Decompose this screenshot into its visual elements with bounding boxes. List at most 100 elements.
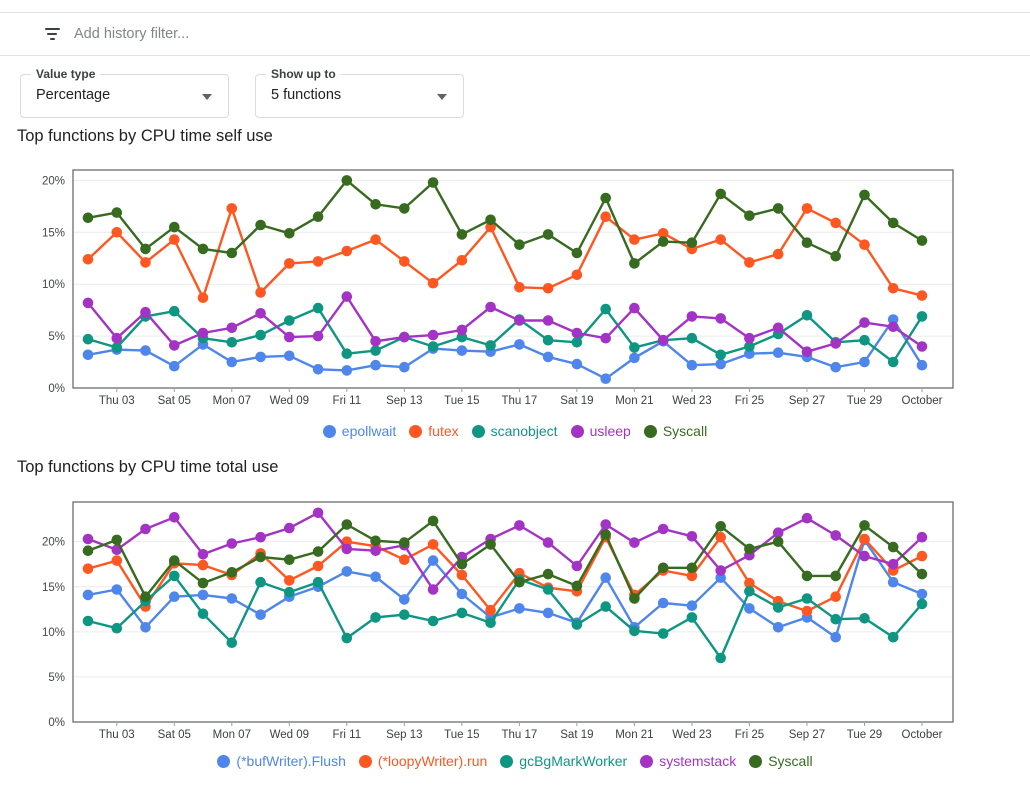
data-point[interactable] <box>715 313 726 324</box>
data-point[interactable] <box>169 305 180 317</box>
data-point[interactable] <box>82 589 94 601</box>
data-point[interactable] <box>859 189 870 201</box>
data-point[interactable] <box>686 570 698 582</box>
data-point[interactable] <box>255 531 266 543</box>
data-point[interactable] <box>686 600 698 611</box>
data-point[interactable] <box>169 360 180 372</box>
data-point[interactable] <box>456 229 468 240</box>
data-point[interactable] <box>427 539 439 550</box>
history-filter-input[interactable] <box>74 26 1030 42</box>
data-point[interactable] <box>686 612 698 623</box>
data-point[interactable] <box>772 248 784 260</box>
data-point[interactable] <box>427 515 439 527</box>
data-point[interactable] <box>744 341 755 352</box>
data-point[interactable] <box>859 533 870 545</box>
data-point[interactable] <box>197 608 209 620</box>
data-point[interactable] <box>830 631 841 643</box>
data-point[interactable] <box>255 219 266 231</box>
data-point[interactable] <box>255 609 266 620</box>
data-point[interactable] <box>542 315 554 326</box>
data-point[interactable] <box>916 531 928 543</box>
data-point[interactable] <box>859 317 870 328</box>
data-point[interactable] <box>456 569 468 581</box>
data-point[interactable] <box>284 554 295 565</box>
data-point[interactable] <box>284 331 295 343</box>
data-point[interactable] <box>859 550 870 562</box>
data-point[interactable] <box>427 584 439 595</box>
cpu-self-chart[interactable]: 0% 5% 10% 15% 20% Thu 03 Sat 05 Mon 07 Wed 09 Fri… <box>0 160 1030 412</box>
data-point[interactable] <box>715 188 726 200</box>
data-point[interactable] <box>341 365 353 376</box>
data-point[interactable] <box>370 545 381 556</box>
data-point[interactable] <box>801 237 813 248</box>
data-point[interactable] <box>284 522 295 534</box>
data-point[interactable] <box>82 545 94 556</box>
data-point[interactable] <box>744 257 755 268</box>
data-point[interactable] <box>715 358 726 370</box>
data-point[interactable] <box>255 329 266 341</box>
data-point[interactable] <box>830 613 841 625</box>
data-point[interactable] <box>312 302 324 314</box>
data-point[interactable] <box>887 356 899 368</box>
data-point[interactable] <box>916 550 928 562</box>
data-point[interactable] <box>715 234 726 245</box>
data-point[interactable] <box>571 560 583 572</box>
data-point[interactable] <box>916 290 928 301</box>
data-point[interactable] <box>456 345 468 356</box>
data-point[interactable] <box>629 342 640 353</box>
data-point[interactable] <box>715 531 726 543</box>
data-point[interactable] <box>399 554 410 565</box>
data-point[interactable] <box>485 604 496 616</box>
data-point[interactable] <box>370 199 381 210</box>
data-point[interactable] <box>571 358 583 370</box>
data-point[interactable] <box>427 555 439 566</box>
data-point[interactable] <box>370 234 381 245</box>
data-point[interactable] <box>82 615 94 627</box>
data-point[interactable] <box>772 622 784 633</box>
data-point[interactable] <box>82 297 94 309</box>
data-point[interactable] <box>629 302 640 314</box>
data-point[interactable] <box>715 652 726 664</box>
data-point[interactable] <box>830 530 841 541</box>
data-point[interactable] <box>140 243 151 255</box>
data-point[interactable] <box>82 212 94 224</box>
data-point[interactable] <box>399 331 410 343</box>
data-point[interactable] <box>887 576 899 588</box>
data-point[interactable] <box>312 576 324 588</box>
data-point[interactable] <box>542 229 554 240</box>
data-point[interactable] <box>571 619 583 630</box>
data-point[interactable] <box>686 237 698 248</box>
data-point[interactable] <box>629 234 640 245</box>
value-type-select[interactable]: Value type Percentage <box>20 67 229 118</box>
data-point[interactable] <box>399 594 410 605</box>
data-point[interactable] <box>370 359 381 371</box>
data-point[interactable] <box>830 591 841 602</box>
data-point[interactable] <box>197 327 209 339</box>
data-point[interactable] <box>514 520 525 531</box>
data-point[interactable] <box>341 175 353 186</box>
data-point[interactable] <box>514 282 525 293</box>
data-point[interactable] <box>514 339 525 350</box>
data-point[interactable] <box>197 549 209 560</box>
data-point[interactable] <box>226 322 238 334</box>
data-point[interactable] <box>772 602 784 613</box>
data-point[interactable] <box>542 537 554 548</box>
data-point[interactable] <box>600 303 611 315</box>
data-point[interactable] <box>197 559 209 571</box>
data-point[interactable] <box>82 563 94 574</box>
data-point[interactable] <box>916 588 928 600</box>
data-point[interactable] <box>887 314 899 325</box>
data-point[interactable] <box>715 565 726 576</box>
data-point[interactable] <box>686 332 698 344</box>
data-point[interactable] <box>744 210 755 221</box>
data-point[interactable] <box>859 520 870 531</box>
data-point[interactable] <box>169 340 180 351</box>
data-point[interactable] <box>341 291 353 302</box>
data-point[interactable] <box>140 257 151 268</box>
data-point[interactable] <box>255 351 266 363</box>
data-point[interactable] <box>657 597 669 609</box>
data-point[interactable] <box>542 607 554 619</box>
data-point[interactable] <box>226 567 238 578</box>
data-point[interactable] <box>744 543 755 555</box>
data-point[interactable] <box>801 346 813 357</box>
